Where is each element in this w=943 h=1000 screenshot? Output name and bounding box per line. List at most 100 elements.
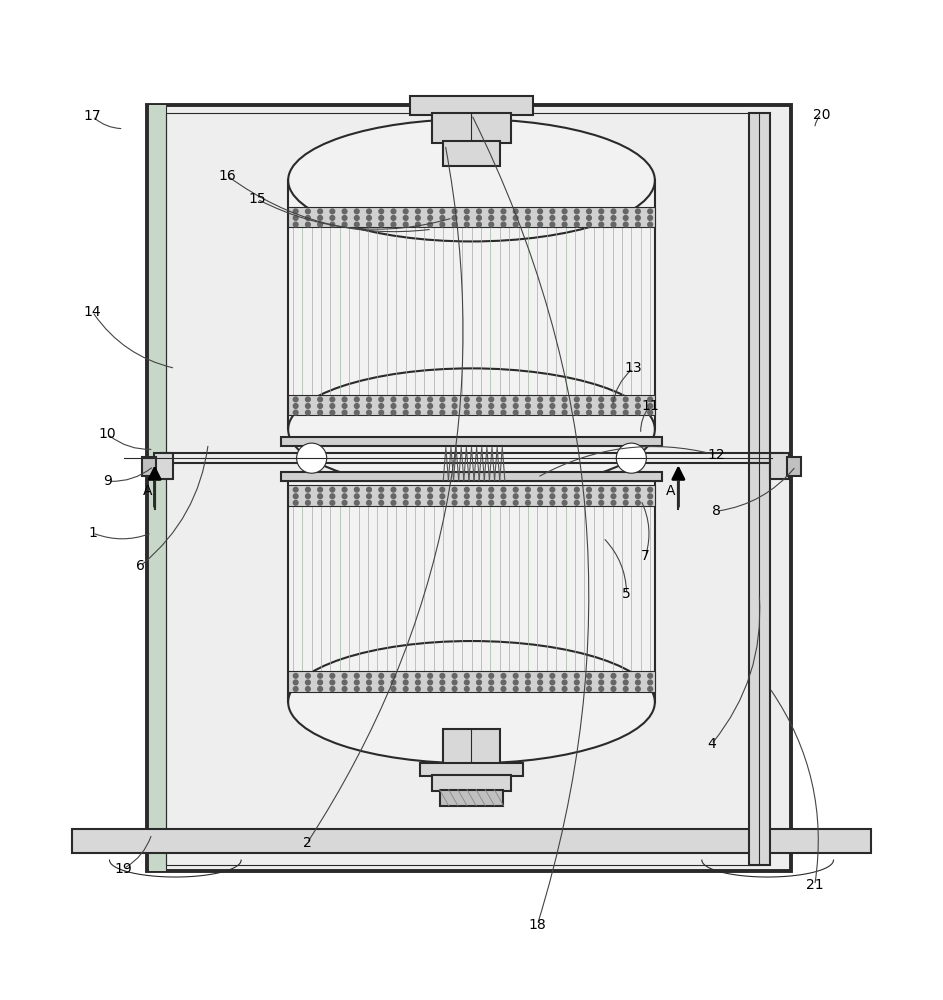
Circle shape (453, 216, 457, 220)
Bar (72, 829, 871, 853)
Circle shape (648, 680, 653, 685)
Circle shape (538, 410, 542, 415)
Circle shape (476, 487, 481, 492)
Bar (142, 457, 156, 476)
Circle shape (574, 500, 579, 505)
Circle shape (488, 500, 493, 505)
Circle shape (428, 410, 433, 415)
Circle shape (404, 487, 408, 492)
Circle shape (453, 494, 457, 499)
Circle shape (648, 500, 653, 505)
Circle shape (587, 500, 591, 505)
Circle shape (550, 500, 554, 505)
Circle shape (367, 216, 372, 220)
Circle shape (611, 216, 616, 220)
Circle shape (391, 222, 396, 227)
Text: 5: 5 (622, 587, 631, 601)
Circle shape (428, 216, 433, 220)
Circle shape (330, 397, 335, 402)
Circle shape (416, 487, 421, 492)
Circle shape (428, 404, 433, 408)
Circle shape (599, 680, 604, 685)
Circle shape (513, 404, 518, 408)
Circle shape (501, 397, 505, 402)
Circle shape (476, 397, 481, 402)
Circle shape (355, 487, 359, 492)
Circle shape (562, 397, 567, 402)
Circle shape (525, 487, 530, 492)
Text: 18: 18 (528, 918, 546, 932)
Circle shape (342, 680, 347, 685)
Circle shape (391, 680, 396, 685)
Circle shape (428, 222, 433, 227)
Circle shape (587, 494, 591, 499)
Circle shape (404, 397, 408, 402)
Bar (439, 790, 504, 806)
Circle shape (611, 404, 616, 408)
Circle shape (574, 222, 579, 227)
Circle shape (465, 209, 470, 214)
Circle shape (648, 673, 653, 678)
Text: 8: 8 (712, 504, 720, 518)
Circle shape (525, 494, 530, 499)
Circle shape (318, 410, 323, 415)
Circle shape (318, 222, 323, 227)
Circle shape (611, 397, 616, 402)
Circle shape (599, 487, 604, 492)
Text: 21: 21 (806, 878, 823, 892)
Text: 13: 13 (624, 361, 642, 375)
Circle shape (367, 209, 372, 214)
Circle shape (501, 500, 505, 505)
Circle shape (550, 410, 554, 415)
Text: A: A (142, 484, 152, 498)
Text: 15: 15 (248, 192, 266, 206)
Circle shape (465, 404, 470, 408)
Circle shape (391, 404, 396, 408)
Circle shape (525, 687, 530, 691)
Circle shape (648, 494, 653, 499)
Circle shape (379, 673, 384, 678)
Circle shape (318, 673, 323, 678)
Circle shape (453, 222, 457, 227)
Circle shape (440, 673, 445, 678)
Circle shape (330, 673, 335, 678)
Circle shape (404, 687, 408, 691)
Circle shape (525, 397, 530, 402)
Circle shape (562, 404, 567, 408)
Circle shape (306, 680, 310, 685)
Circle shape (513, 410, 518, 415)
Circle shape (330, 209, 335, 214)
Text: 20: 20 (813, 108, 830, 122)
Circle shape (391, 494, 396, 499)
Circle shape (367, 494, 372, 499)
Circle shape (416, 216, 421, 220)
Bar (149, 105, 166, 871)
Circle shape (465, 410, 470, 415)
Circle shape (623, 494, 628, 499)
Circle shape (465, 216, 470, 220)
Text: 12: 12 (707, 448, 725, 462)
Bar (289, 207, 654, 227)
Circle shape (355, 687, 359, 691)
Circle shape (599, 687, 604, 691)
Circle shape (476, 404, 481, 408)
Circle shape (440, 397, 445, 402)
Circle shape (297, 443, 326, 473)
Circle shape (440, 404, 445, 408)
Circle shape (636, 209, 640, 214)
Circle shape (562, 680, 567, 685)
Circle shape (599, 404, 604, 408)
Circle shape (379, 500, 384, 505)
Circle shape (513, 687, 518, 691)
Circle shape (623, 404, 628, 408)
Circle shape (416, 397, 421, 402)
Circle shape (379, 404, 384, 408)
Circle shape (525, 404, 530, 408)
Circle shape (306, 216, 310, 220)
Circle shape (587, 680, 591, 685)
Circle shape (501, 404, 505, 408)
Text: 17: 17 (84, 109, 102, 123)
Circle shape (513, 209, 518, 214)
Circle shape (453, 410, 457, 415)
Circle shape (501, 494, 505, 499)
